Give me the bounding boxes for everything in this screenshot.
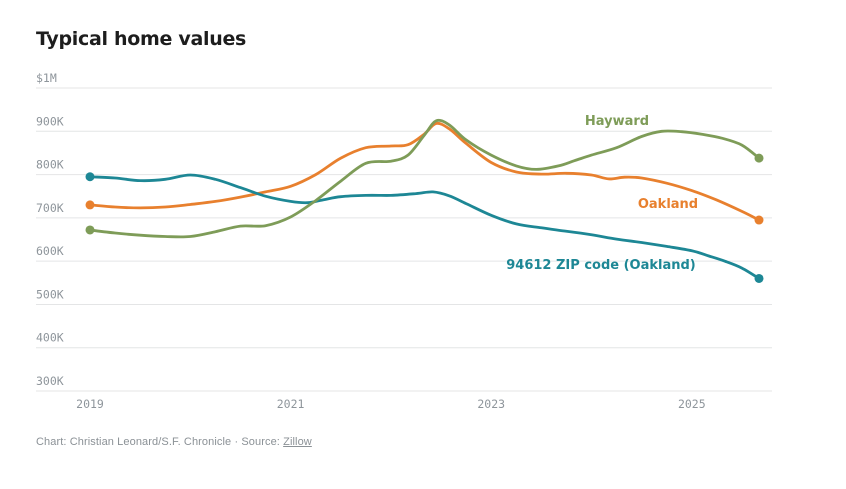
chart-credit: Chart: Christian Leonard/S.F. Chronicle xyxy=(36,436,232,448)
source-link-zillow[interactable]: Zillow xyxy=(283,436,312,448)
y-axis-label-700K: 700K xyxy=(36,201,64,215)
series-line-zip-94612 xyxy=(88,173,761,280)
series-end-dot-oakland xyxy=(754,215,764,225)
y-axis-label-500K: 500K xyxy=(36,287,64,301)
y-axis-label-300K: 300K xyxy=(36,374,64,388)
series-start-dot-hayward xyxy=(85,225,95,235)
x-axis-label-2025: 2025 xyxy=(678,397,706,411)
series-label-oakland: Oakland xyxy=(638,197,698,212)
series-line-oakland xyxy=(88,121,761,222)
series-start-dot-oakland xyxy=(85,200,95,210)
chart-title: Typical home values xyxy=(36,28,247,50)
series-label-zip-94612: 94612 ZIP code (Oakland) xyxy=(506,258,696,273)
y-axis-label-800K: 800K xyxy=(36,158,64,172)
series-start-dot-zip-94612 xyxy=(85,172,95,182)
y-axis-label-900K: 900K xyxy=(36,114,64,128)
chart-footer: Chart: Christian Leonard/S.F. Chronicle … xyxy=(36,436,312,448)
y-axis-label-400K: 400K xyxy=(36,331,64,345)
y-axis-label-600K: 600K xyxy=(36,244,64,258)
series-end-dot-hayward xyxy=(754,153,764,163)
series-line-hayward xyxy=(88,118,761,239)
x-axis-label-2019: 2019 xyxy=(76,397,104,411)
x-axis-label-2021: 2021 xyxy=(277,397,305,411)
footer-separator: · xyxy=(234,436,239,448)
x-axis-label-2023: 2023 xyxy=(477,397,505,411)
series-label-hayward: Hayward xyxy=(585,114,649,129)
source-label: Source: xyxy=(241,436,280,448)
series-end-dot-zip-94612 xyxy=(754,273,764,283)
y-axis-label-$1M: $1M xyxy=(36,71,57,85)
